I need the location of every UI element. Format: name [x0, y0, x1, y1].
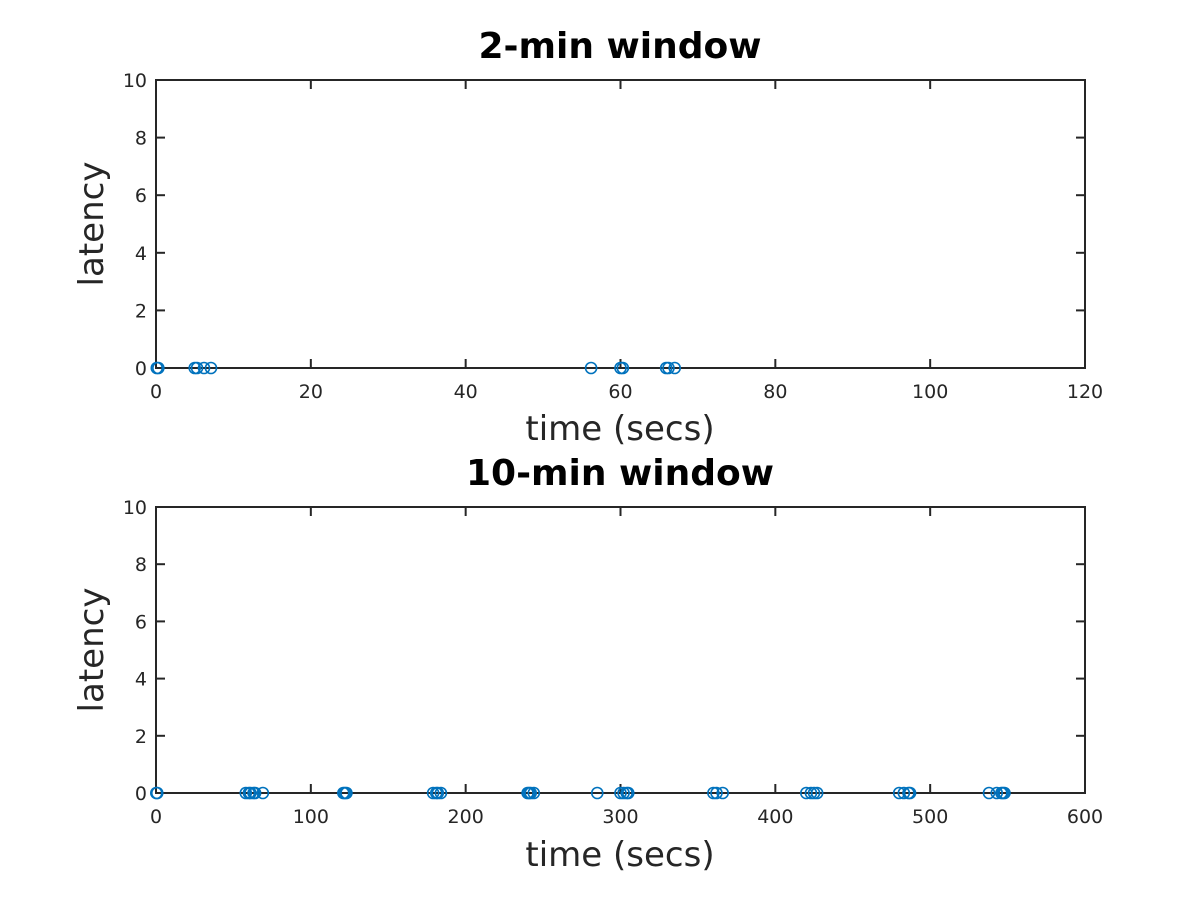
data-point [244, 786, 257, 800]
y-tick-label: 2 [135, 726, 147, 748]
data-points [150, 361, 681, 375]
y-tick-label: 8 [135, 128, 147, 150]
data-point [662, 361, 675, 375]
data-point [584, 361, 598, 375]
data-point [197, 361, 211, 375]
axis-ticks: 0 20 40 60 80 100 120 0 2 4 6 8 10 [123, 70, 1103, 403]
x-tick-label: 100 [912, 381, 948, 403]
data-point [982, 786, 996, 800]
data-point [527, 786, 541, 800]
x-tick-label: 500 [912, 806, 948, 828]
x-tick-label: 400 [757, 806, 793, 828]
data-point [804, 786, 818, 800]
y-axis-label: latency [72, 162, 112, 287]
x-tick-label: 100 [293, 806, 329, 828]
data-point [810, 786, 824, 800]
data-point [707, 786, 720, 800]
data-point [426, 786, 440, 800]
data-point [903, 786, 917, 800]
y-tick-label: 10 [123, 497, 147, 519]
y-tick-label: 8 [135, 554, 147, 576]
subplot-10-min-window: 10-min window 0 100 200 300 400 500 600 0 2 4 6 8 10… [72, 453, 1103, 875]
chart-title: 2-min window [479, 26, 762, 67]
data-point [150, 786, 164, 800]
plot-area [155, 506, 1086, 794]
x-tick-label: 200 [448, 806, 484, 828]
data-point [590, 786, 604, 800]
y-tick-label: 10 [123, 70, 147, 92]
y-tick-label: 0 [135, 358, 147, 380]
y-tick-label: 0 [135, 783, 147, 805]
data-point [807, 786, 821, 800]
y-axis-label: latency [72, 588, 112, 713]
data-point [617, 786, 630, 800]
x-tick-label: 0 [150, 381, 162, 403]
x-tick-label: 0 [150, 806, 162, 828]
x-axis-label: time (secs) [525, 409, 714, 449]
data-point [190, 361, 204, 375]
data-point [340, 786, 353, 800]
data-points [150, 786, 1011, 800]
data-point [204, 361, 218, 375]
axis-ticks: 0 100 200 300 400 500 600 0 2 4 6 8 10 [123, 497, 1103, 828]
y-tick-label: 6 [135, 185, 147, 207]
data-point [621, 786, 635, 800]
x-tick-label: 40 [454, 381, 478, 403]
y-tick-label: 2 [135, 300, 147, 322]
data-point [897, 786, 911, 800]
data-point [998, 786, 1011, 800]
y-tick-label: 4 [135, 669, 147, 691]
data-point [710, 786, 723, 800]
x-tick-label: 80 [763, 381, 787, 403]
data-point [431, 786, 445, 800]
x-tick-label: 300 [602, 806, 638, 828]
data-point [239, 786, 253, 800]
data-point [434, 786, 448, 800]
data-point [152, 361, 165, 375]
subplot-2-min-window: 2-min window 0 20 40 60 80 100 120 0 2 4 6 8 10 time… [72, 26, 1103, 449]
data-point [524, 786, 537, 800]
data-point [616, 361, 630, 375]
data-point [256, 786, 270, 800]
x-axis-label: time (secs) [525, 835, 714, 875]
x-tick-label: 120 [1067, 381, 1103, 403]
y-tick-label: 6 [135, 611, 147, 633]
data-point [614, 786, 627, 800]
y-tick-label: 4 [135, 243, 147, 265]
data-point [716, 786, 729, 800]
chart-title: 10-min window [466, 453, 774, 494]
x-tick-label: 600 [1067, 806, 1103, 828]
plot-area [155, 79, 1086, 369]
data-point [990, 786, 1004, 800]
data-point [248, 786, 262, 800]
data-point [668, 361, 681, 375]
x-tick-label: 60 [608, 381, 632, 403]
x-tick-label: 20 [299, 381, 323, 403]
